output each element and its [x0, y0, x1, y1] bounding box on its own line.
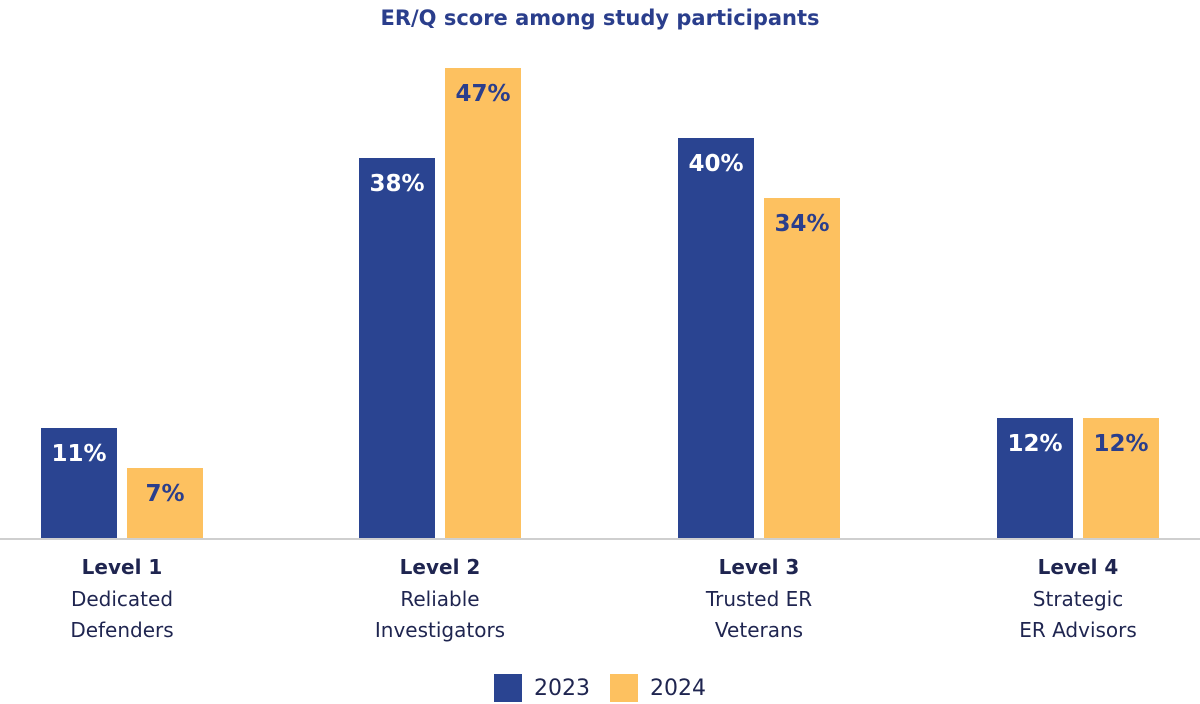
legend-swatch: [610, 674, 638, 702]
data-label-2023-1: 11%: [51, 441, 106, 467]
legend-item-2024: 2024: [610, 674, 706, 702]
data-label-2024-4: 12%: [1093, 431, 1148, 457]
bar-2024-3: [764, 198, 840, 538]
category-level-label: Level 1: [82, 555, 163, 579]
data-label-2023-4: 12%: [1007, 431, 1062, 457]
bar-2024-4: [1083, 418, 1159, 538]
bar-2023-3: [678, 138, 754, 538]
data-label-2023-3: 40%: [688, 151, 743, 177]
data-label-2024-1: 7%: [145, 481, 184, 507]
category-level-label: Level 3: [719, 555, 800, 579]
category-description-label: Defenders: [70, 618, 173, 642]
chart-title: ER/Q score among study participants: [380, 6, 820, 30]
bar-2023-1: [41, 428, 117, 538]
legend-label: 2023: [534, 675, 590, 701]
data-label-2024-3: 34%: [774, 211, 829, 237]
legend-item-2023: 2023: [494, 674, 590, 702]
bar-2024-1: [127, 468, 203, 538]
bar-2023-4: [997, 418, 1073, 538]
data-label-2023-2: 38%: [369, 171, 424, 197]
data-label-2024-2: 47%: [455, 81, 510, 107]
category-description-label: Strategic: [1033, 587, 1123, 611]
legend-swatch: [494, 674, 522, 702]
category-description-label: Veterans: [715, 618, 803, 642]
category-description-label: Dedicated: [71, 587, 173, 611]
bar-2024-2: [445, 68, 521, 538]
bar-2023-2: [359, 158, 435, 538]
category-description-label: Reliable: [400, 587, 479, 611]
category-level-label: Level 4: [1038, 555, 1119, 579]
category-level-label: Level 2: [400, 555, 481, 579]
legend: 2023 2024: [0, 674, 1200, 702]
category-description-label: Investigators: [375, 618, 505, 642]
category-description-label: ER Advisors: [1019, 618, 1137, 642]
legend-label: 2024: [650, 675, 706, 701]
category-description-label: Trusted ER: [705, 587, 812, 611]
